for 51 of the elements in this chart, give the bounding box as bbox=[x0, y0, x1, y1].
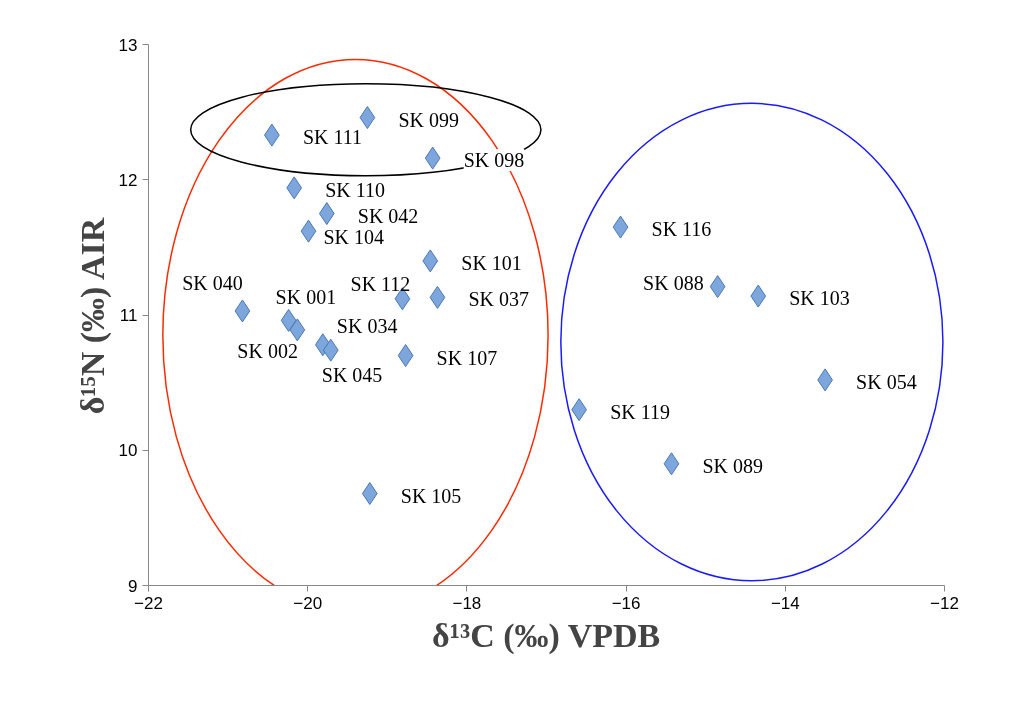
point bbox=[280, 308, 297, 332]
annotation: SK 107 bbox=[436, 346, 498, 369]
point bbox=[322, 338, 339, 362]
annotation: SK 002 bbox=[237, 339, 298, 362]
annotation: SK 105 bbox=[400, 484, 462, 507]
point bbox=[429, 285, 446, 309]
annotation: SK 111 bbox=[302, 126, 362, 149]
annotation: SK 089 bbox=[702, 454, 764, 477]
annotation: SK 001 bbox=[275, 286, 337, 309]
y-tick-label: 10 bbox=[118, 441, 138, 461]
x-axis-title: δ¹³C (‰) VPDB bbox=[432, 616, 661, 655]
y-tick-label: 12 bbox=[118, 170, 138, 190]
annotation: SK 098 bbox=[463, 149, 525, 172]
x-tick-label: −20 bbox=[293, 593, 323, 613]
x-tick-label: −16 bbox=[611, 593, 641, 613]
y-axis-title: δ¹⁵N (‰) AIR bbox=[73, 217, 112, 415]
annotation: SK 101 bbox=[461, 251, 522, 274]
annotation: SK 099 bbox=[398, 108, 459, 131]
annotation: SK 104 bbox=[323, 226, 385, 249]
point bbox=[422, 249, 439, 273]
point bbox=[709, 275, 726, 299]
annotation: SK 103 bbox=[789, 287, 850, 310]
annotation: SK 119 bbox=[610, 400, 670, 423]
annotation: SK 037 bbox=[468, 288, 530, 311]
x-tick-label: −18 bbox=[452, 593, 482, 613]
point bbox=[612, 215, 629, 239]
annotation: SK 116 bbox=[651, 218, 712, 241]
point bbox=[289, 318, 306, 342]
point bbox=[424, 146, 441, 170]
annotation: SK 042 bbox=[357, 204, 419, 227]
x-tick-label: −14 bbox=[770, 593, 800, 613]
x-tick-label: −12 bbox=[930, 593, 959, 613]
annotation: SK 110 bbox=[325, 178, 385, 201]
annotation: SK 040 bbox=[182, 271, 243, 294]
annotation: SK 034 bbox=[336, 314, 398, 337]
annotation: SK 088 bbox=[643, 271, 704, 294]
point bbox=[397, 344, 414, 368]
point bbox=[359, 106, 376, 130]
y-tick-label: 9 bbox=[128, 576, 138, 596]
annotation: SK 045 bbox=[321, 364, 383, 387]
point bbox=[663, 452, 680, 476]
point bbox=[318, 202, 335, 226]
point bbox=[300, 219, 317, 243]
point bbox=[361, 482, 378, 506]
y-tick-label: 13 bbox=[118, 35, 138, 55]
y-tick-label: 11 bbox=[119, 306, 138, 325]
annotation: SK 112 bbox=[350, 272, 411, 295]
point bbox=[234, 299, 251, 323]
annotation: SK 054 bbox=[856, 370, 917, 393]
x-tick-label: −22 bbox=[134, 593, 163, 613]
point bbox=[750, 284, 767, 308]
